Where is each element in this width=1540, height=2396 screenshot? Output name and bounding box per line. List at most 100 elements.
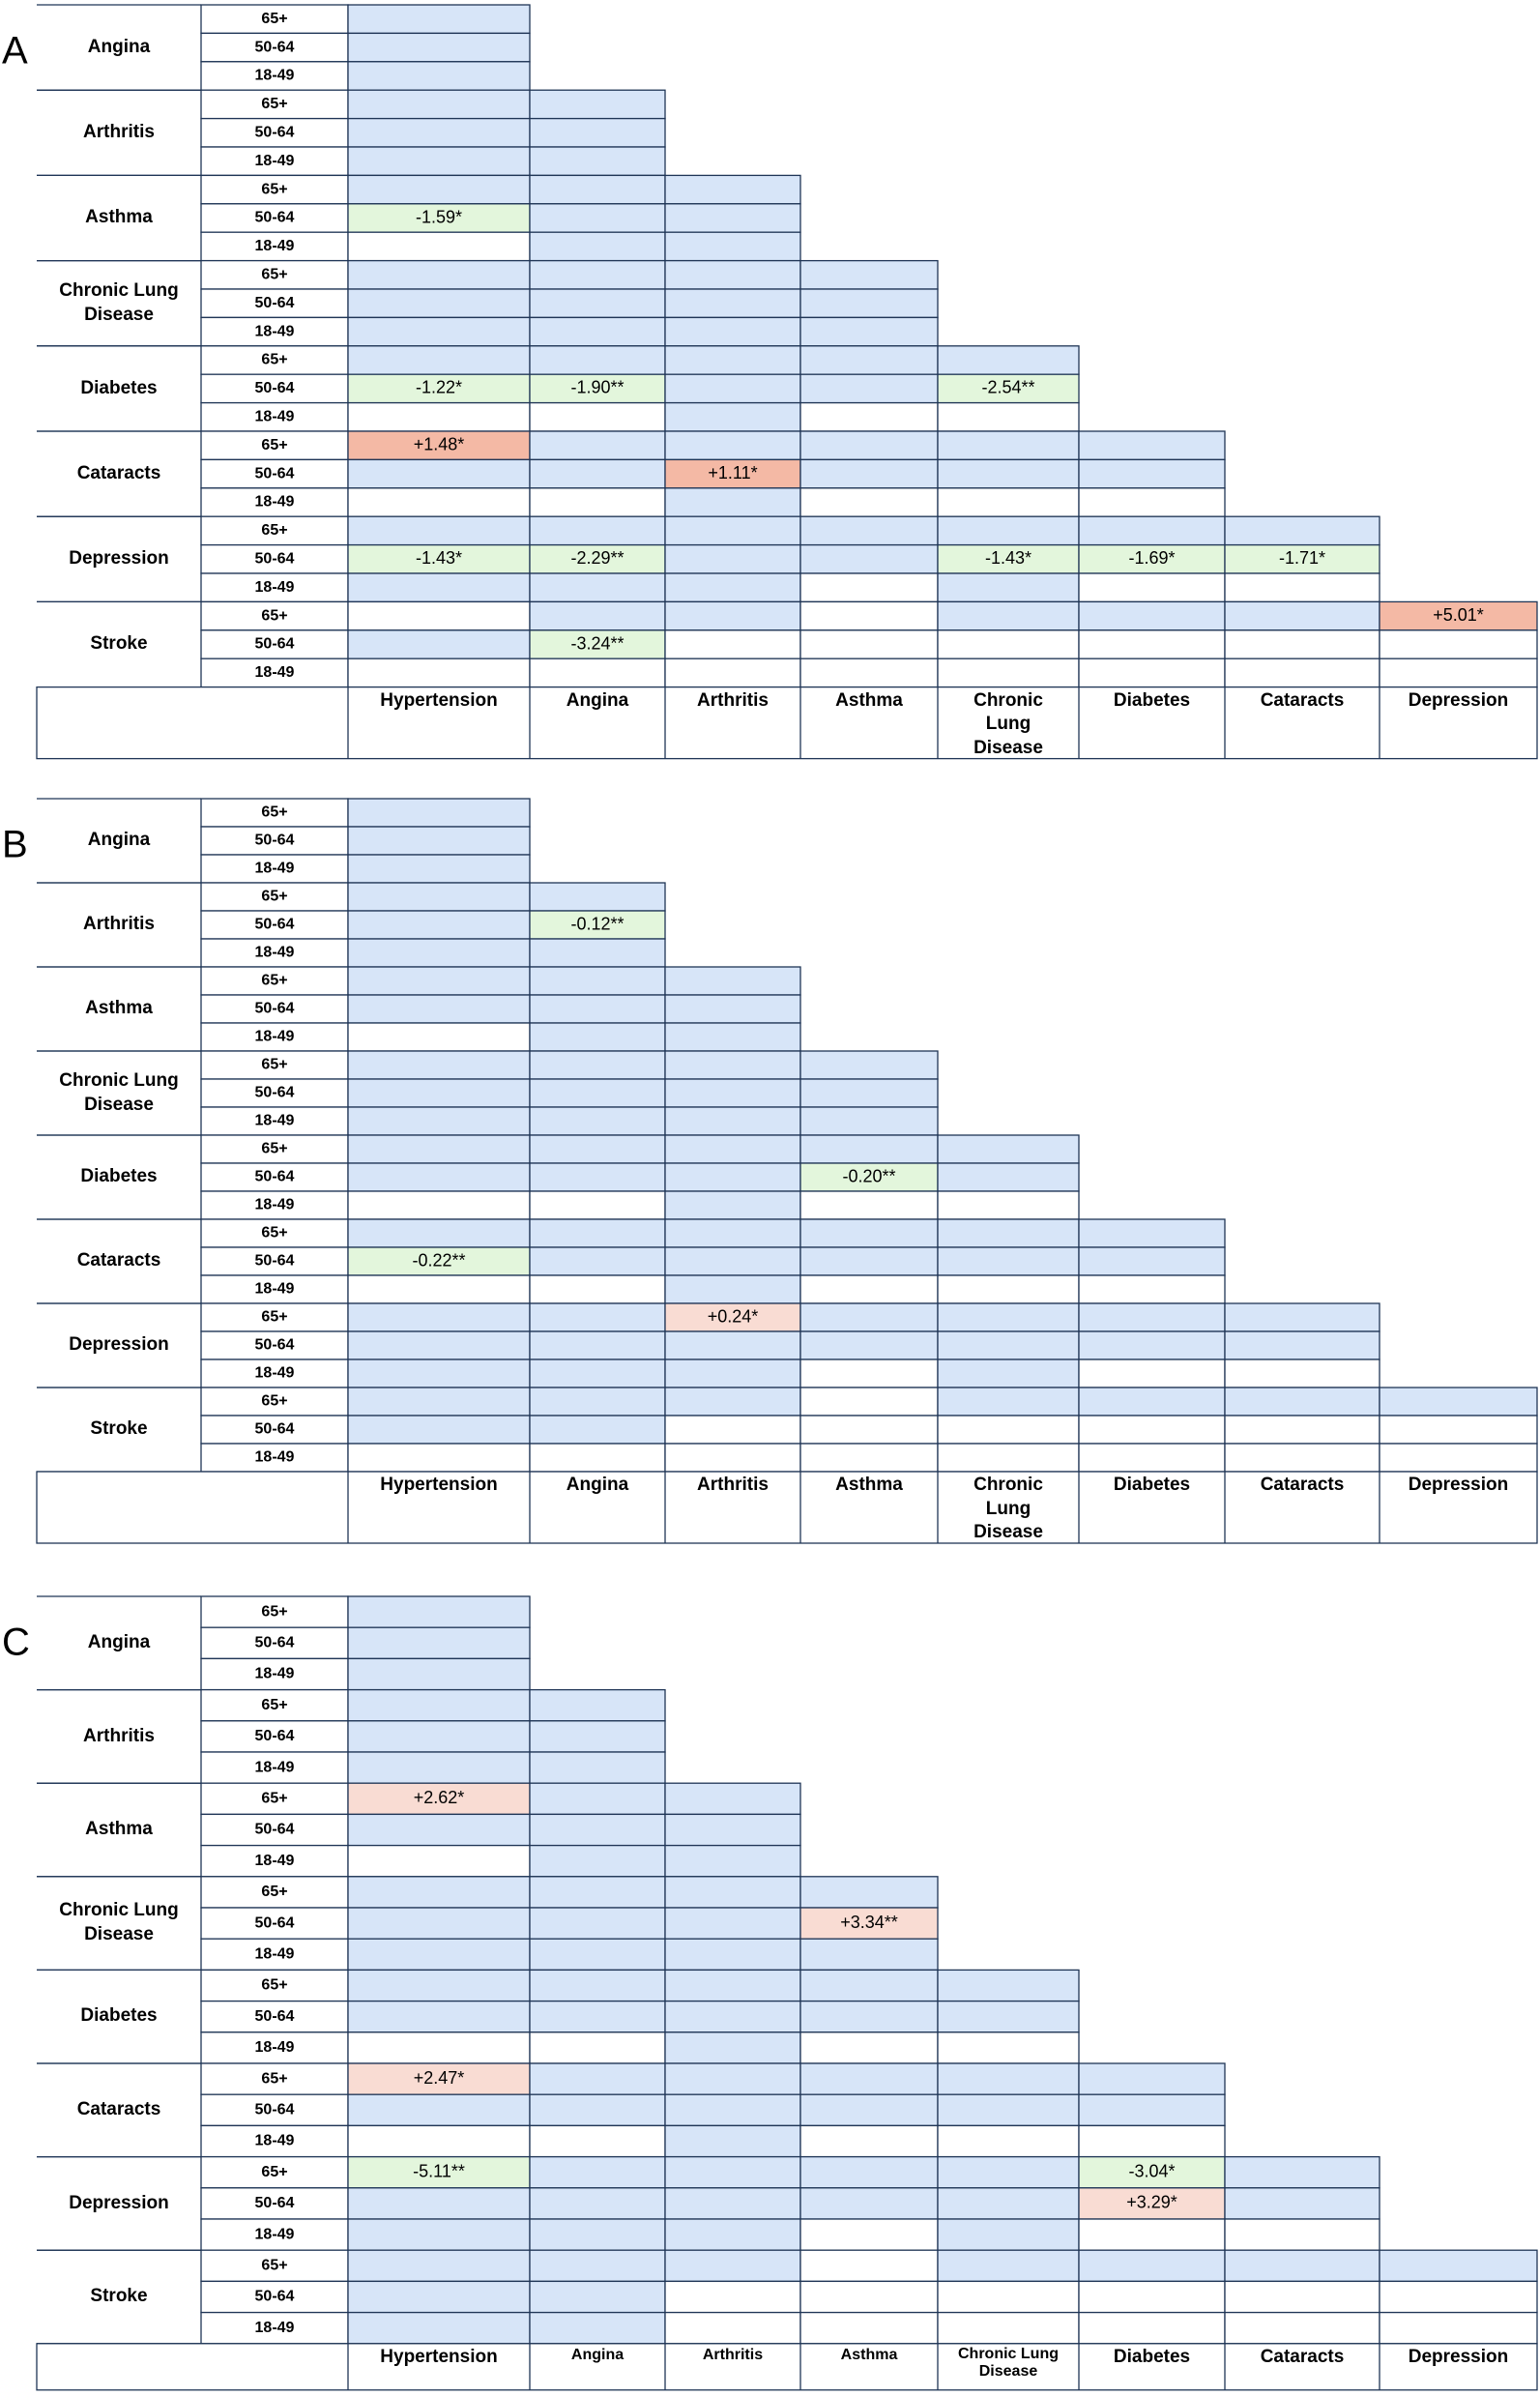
column-label-box: Chronic Lung Disease xyxy=(973,1475,1043,1541)
cell xyxy=(799,2249,939,2283)
age-label: 18-49 xyxy=(255,664,295,681)
cell xyxy=(1078,2124,1226,2158)
column-label-box: Arthritis xyxy=(697,1475,769,1495)
age-label: 50-64 xyxy=(255,465,295,482)
cell xyxy=(799,572,939,603)
cell xyxy=(529,1050,666,1080)
row-label-box: Depression xyxy=(69,1334,168,1355)
row-label-box: Diabetes xyxy=(80,2005,157,2026)
cell xyxy=(529,1190,666,1220)
column-label-box: Depression xyxy=(1409,1475,1508,1495)
cell xyxy=(937,572,1080,603)
cell xyxy=(937,430,1080,461)
age-label: 18-49 xyxy=(255,1113,295,1129)
age-label: 65+ xyxy=(261,889,287,905)
age-cell xyxy=(200,146,349,177)
cell xyxy=(347,288,531,319)
cell xyxy=(799,515,939,546)
cell xyxy=(664,543,801,574)
cell xyxy=(347,2031,531,2064)
age-label: 65+ xyxy=(261,1393,287,1410)
age-label: 65+ xyxy=(261,1697,287,1713)
cell xyxy=(347,966,531,996)
age-cell xyxy=(200,1162,349,1192)
row-label-box: Stroke xyxy=(90,2286,147,2306)
cell xyxy=(347,1330,531,1360)
row-label: Depression xyxy=(69,547,169,569)
cell xyxy=(937,1246,1080,1276)
cell xyxy=(799,487,939,517)
cell xyxy=(1379,2249,1538,2283)
age-cell xyxy=(200,826,349,856)
cell xyxy=(347,259,531,290)
cell xyxy=(664,1938,801,1972)
column-label: Depression xyxy=(1408,689,1509,711)
age-label: 18-49 xyxy=(255,1029,295,1045)
cell-value: -1.71* xyxy=(1279,548,1325,568)
age-cell xyxy=(200,1050,349,1080)
cell xyxy=(347,4,531,35)
cell xyxy=(1224,2311,1380,2345)
cell xyxy=(664,2155,801,2189)
cell xyxy=(664,1106,801,1136)
column-label-box: Cataracts xyxy=(1261,1475,1345,1495)
age-cell xyxy=(200,1938,349,1972)
age-label: 65+ xyxy=(261,2258,287,2274)
cell xyxy=(799,1359,939,1388)
cell xyxy=(937,458,1080,489)
column-label-box: Angina xyxy=(571,2347,624,2363)
cell xyxy=(664,316,801,347)
age-label: 65+ xyxy=(261,1309,287,1326)
row-label: Arthritis xyxy=(83,1725,155,1746)
cell xyxy=(529,1415,666,1445)
cell xyxy=(664,1415,801,1445)
age-label: 65+ xyxy=(261,1057,287,1073)
age-cell xyxy=(200,1907,349,1940)
age-cell xyxy=(200,2218,349,2251)
column-label: Arthritis xyxy=(702,2346,764,2363)
cell xyxy=(529,1106,666,1136)
age-label: 18-49 xyxy=(255,1759,295,1775)
age-label: 65+ xyxy=(261,1603,287,1620)
age-cell xyxy=(200,1246,349,1276)
column-label-box: Hypertension xyxy=(380,1475,497,1495)
cell xyxy=(529,1876,666,1909)
row-label: Angina xyxy=(87,830,151,851)
age-label: 18-49 xyxy=(255,238,295,254)
cell xyxy=(664,1190,801,1220)
cell xyxy=(799,1330,939,1360)
age-cell xyxy=(200,203,349,233)
cell xyxy=(347,1134,531,1164)
cell xyxy=(529,259,666,290)
cell xyxy=(664,203,801,233)
cell xyxy=(799,1106,939,1136)
row-label-box: Asthma xyxy=(85,998,153,1018)
cell xyxy=(664,1359,801,1388)
cell-value: -5.11** xyxy=(413,2161,465,2180)
age-label: 18-49 xyxy=(255,1666,295,1682)
cell xyxy=(1078,657,1226,688)
cell xyxy=(664,1218,801,1248)
row-label: Asthma xyxy=(85,207,153,228)
cell xyxy=(347,316,531,347)
age-label: 65+ xyxy=(261,973,287,989)
age-cell xyxy=(200,1626,349,1660)
cell xyxy=(529,345,666,375)
cell xyxy=(1078,1330,1226,1360)
cell xyxy=(1379,2311,1538,2345)
column-label-box: Cataracts xyxy=(1261,2347,1345,2367)
age-cell xyxy=(200,938,349,968)
cell xyxy=(937,2280,1080,2314)
age-label: 50-64 xyxy=(255,2195,295,2211)
age-label: 65+ xyxy=(261,804,287,821)
age-cell xyxy=(200,994,349,1024)
cell xyxy=(347,1162,531,1192)
cell xyxy=(347,910,531,940)
column-label: Diabetes xyxy=(1113,1475,1191,1495)
row-label: Cataracts xyxy=(76,462,161,483)
cell xyxy=(799,1246,939,1276)
row-label-box: Cataracts xyxy=(77,1250,161,1271)
age-cell xyxy=(200,2062,349,2095)
column-label-box: Chronic Lung Disease xyxy=(958,2346,1059,2380)
cell xyxy=(347,1751,531,1784)
